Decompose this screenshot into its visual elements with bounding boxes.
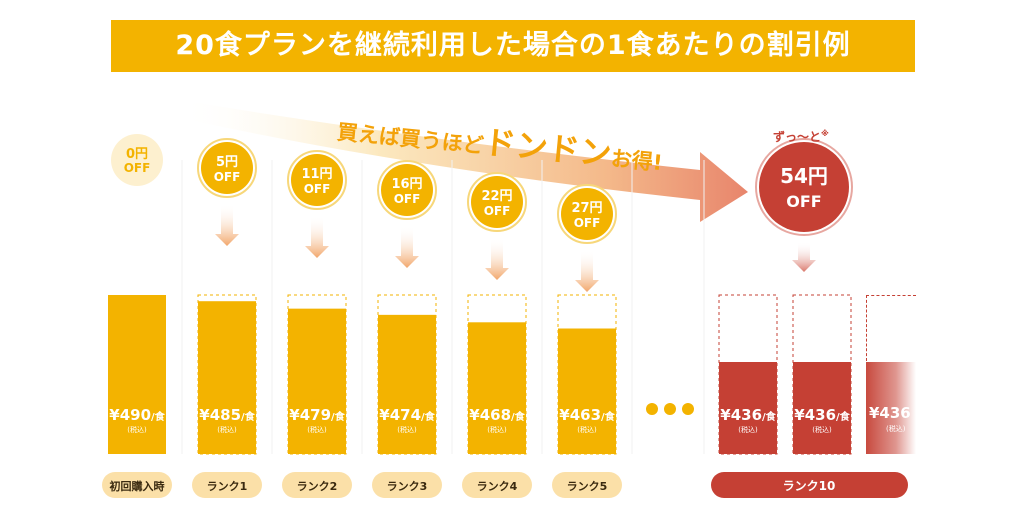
down-arrow-icon (215, 204, 239, 246)
discount-label: 27円 (571, 201, 602, 216)
discount-badge (759, 142, 849, 232)
bar-ランク4 (468, 322, 526, 454)
ellipsis-dot (646, 403, 658, 415)
off-label: OFF (304, 182, 331, 196)
bar-ランク5 (558, 328, 616, 454)
tax-label: (税込) (307, 425, 327, 434)
bar-ランク1 (198, 301, 256, 454)
rank-label: 初回購入時 (110, 479, 165, 493)
discount-badge (471, 176, 523, 228)
rank-pill (552, 472, 622, 498)
discount-label: 22円 (481, 189, 512, 204)
discount-badge (381, 164, 433, 216)
down-arrow-icon (305, 216, 329, 258)
tax-label: (税込) (487, 425, 507, 434)
off-label: OFF (394, 192, 421, 206)
rank-label: ランク10 (783, 479, 836, 493)
zutto-label: ずっ〜と※ (773, 129, 829, 144)
tax-label: (税込) (738, 425, 758, 434)
tax-label: (税込) (217, 425, 237, 434)
down-arrow-icon (485, 238, 509, 280)
off-label: OFF (214, 170, 241, 184)
ellipsis-dot (682, 403, 694, 415)
bar-初回購入時 (108, 295, 166, 454)
discount-label: 54円 (780, 164, 828, 188)
discount-badge (561, 188, 613, 240)
tax-label: (税込) (812, 425, 832, 434)
ghost-bar-outline (866, 295, 916, 361)
ghost-tax-label: (税込) (886, 425, 906, 433)
down-arrow-icon (575, 250, 599, 292)
title-banner: 20食プランを継続利用した場合の1食あたりの割引例 (111, 20, 915, 72)
discount-label: 5円 (216, 155, 238, 170)
discount-label: 11円 (301, 167, 332, 182)
rank-label: ランク4 (477, 480, 518, 493)
price-suffix: /食 (601, 410, 616, 423)
ellipsis-dot (664, 403, 676, 415)
tax-label: (税込) (397, 425, 417, 434)
ghost-price-label: ¥436 (869, 404, 911, 422)
price-suffix: /食 (511, 410, 526, 423)
discount-badge (111, 134, 163, 186)
discount-badge (291, 154, 343, 206)
rank-pill (282, 472, 352, 498)
discount-label: 16円 (391, 177, 422, 192)
rank-label: ランク1 (207, 480, 248, 493)
bar-rank10-repeat (793, 362, 851, 454)
rank-pill (711, 472, 908, 498)
bar-ランク10 (719, 362, 777, 454)
discount-badge (201, 142, 253, 194)
rank-pill (372, 472, 442, 498)
swoosh-arrow (180, 100, 748, 222)
off-label: OFF (786, 192, 821, 211)
bar-ランク3 (378, 314, 436, 454)
tax-label: (税込) (577, 425, 597, 434)
off-label: OFF (124, 161, 151, 175)
ellipsis-dots (646, 400, 700, 419)
tagline-part3: お得! (609, 146, 664, 176)
off-label: OFF (484, 204, 511, 218)
footnote-mark: ※ (821, 129, 829, 138)
rank-pill (462, 472, 532, 498)
rank-label: ランク2 (297, 480, 338, 493)
rank-pill (192, 472, 262, 498)
discount-label: 0円 (126, 147, 148, 162)
rank-label: ランク3 (387, 480, 428, 493)
bar-ランク2 (288, 308, 346, 454)
down-arrow-icon (792, 242, 816, 272)
price-suffix: /食 (836, 410, 851, 423)
tax-label: (税込) (127, 425, 147, 434)
rank-pill (102, 472, 172, 498)
page-title: 20食プランを継続利用した場合の1食あたりの割引例 (175, 30, 851, 61)
down-arrow-icon (395, 226, 419, 268)
price-suffix: /食 (421, 410, 436, 423)
ghost-bar (866, 362, 916, 454)
rank-label: ランク5 (567, 480, 608, 493)
price-suffix: /食 (241, 410, 256, 423)
off-label: OFF (574, 216, 601, 230)
price-suffix: /食 (331, 410, 346, 423)
price-suffix: /食 (151, 410, 166, 423)
price-suffix: /食 (762, 410, 777, 423)
